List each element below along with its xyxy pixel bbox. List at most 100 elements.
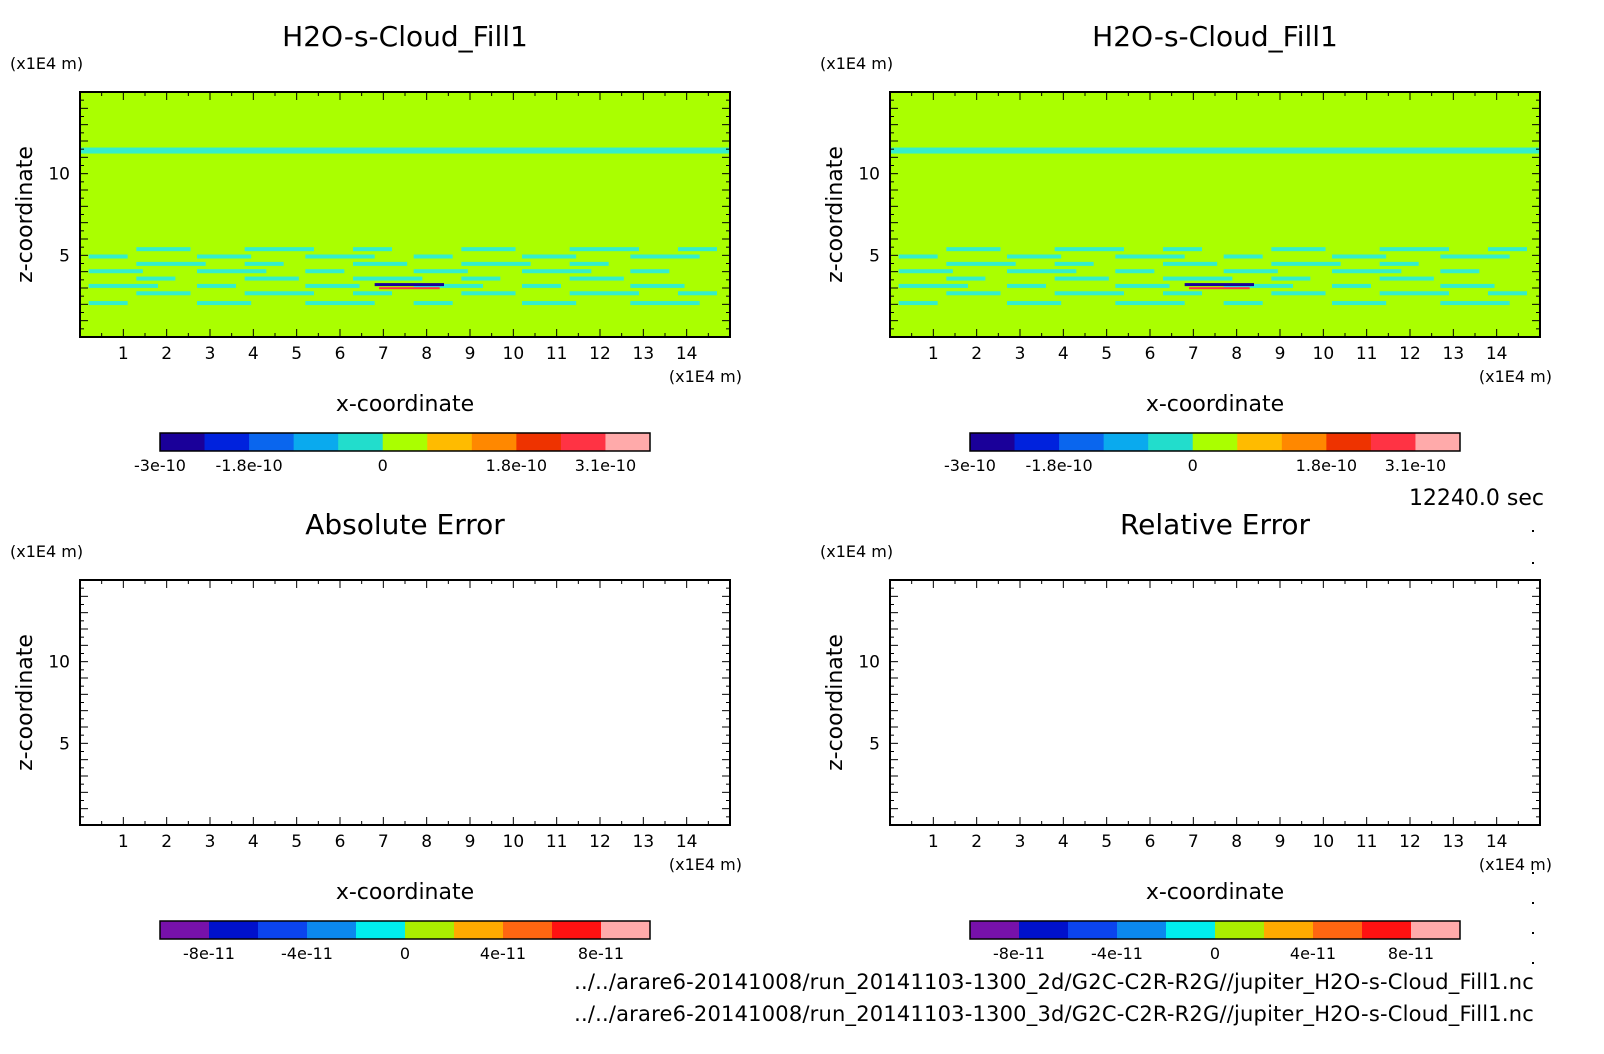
x-tick-label: 14 [676, 832, 698, 852]
plot-frame [889, 579, 1541, 826]
feature-streak [678, 291, 717, 296]
x-tick-label: 6 [1145, 344, 1156, 364]
decorative-dots [1532, 530, 1534, 964]
colorbar-cell [258, 921, 308, 939]
x-tick-label: 13 [633, 344, 655, 364]
colorbar-cell [601, 921, 651, 939]
y-unit-label: (x1E4 m) [820, 54, 893, 73]
colorbar-cell [1192, 433, 1238, 451]
feature-streak [1332, 283, 1371, 288]
colorbar-tick-label: -3e-10 [944, 456, 996, 475]
colorbar-cell [1370, 433, 1416, 451]
colorbar-tick-label: 0 [400, 944, 410, 963]
y-axis-label: z-coordinate [823, 634, 848, 771]
x-tick-label: 2 [971, 832, 982, 852]
y-tick-label: 10 [48, 165, 70, 185]
colorbar-cell [293, 433, 339, 451]
file-path-2d: ../../arare6-20141008/run_20141103-1300_… [574, 970, 1534, 994]
colorbar-tick-label: -3e-10 [134, 456, 186, 475]
colorbar-cell [471, 433, 517, 451]
x-tick-label: 13 [1443, 832, 1465, 852]
x-tick-label: 11 [1356, 344, 1378, 364]
colorbar-cell [1281, 433, 1327, 451]
feature-streak [305, 254, 375, 259]
field-background [80, 92, 730, 337]
colorbar-cell [1415, 433, 1461, 451]
field-background [890, 92, 1540, 337]
colorbar-tick-label: 8e-11 [578, 944, 624, 963]
x-tick-label: 3 [1015, 344, 1026, 364]
feature-streak [569, 261, 609, 266]
colorbar-cell [405, 921, 455, 939]
colorbar-cell [1411, 921, 1461, 939]
feature-streak [898, 269, 953, 274]
colorbar-frame [969, 432, 1461, 452]
x-tick-label: 8 [421, 832, 432, 852]
panel-3: Absolute Error(x1E4 m)1 2 3 4 5 6 7 8 9 10 11 12 13 1… [10, 508, 742, 963]
feature-streak [630, 254, 700, 259]
feature-streak [461, 291, 516, 296]
panel-title: Relative Error [1120, 508, 1311, 541]
feature-streak [244, 247, 314, 252]
feature-streak [305, 301, 375, 306]
feature-streak [1223, 301, 1263, 306]
y-axis-label: z-coordinate [13, 634, 38, 771]
feature-streak [244, 261, 284, 266]
x-tick-label: 5 [1101, 344, 1112, 364]
feature-streak [1054, 261, 1094, 266]
x-tick-label: 9 [1275, 344, 1286, 364]
feature-streak [1440, 283, 1495, 288]
feature-streak [413, 301, 453, 306]
feature-streak [522, 301, 577, 306]
colorbar-tick-label: 3.1e-10 [1385, 456, 1446, 475]
x-tick-label: 4 [1058, 344, 1069, 364]
x-tick-label: 12 [589, 344, 611, 364]
feature-streak [197, 269, 267, 274]
colorbar-tick-label: 1.8e-10 [1296, 456, 1357, 475]
colorbar-tick-label: 4e-11 [480, 944, 526, 963]
colorbar-cell [1068, 921, 1118, 939]
colorbar-tick-label: 0 [1210, 944, 1220, 963]
colorbar: -3e-10 -1.8e-10 0 1.8e-10 3.1e-10 [134, 432, 651, 475]
x-tick-label: 9 [465, 832, 476, 852]
colorbar: -8e-11 -4e-11 0 4e-11 8e-11 [969, 920, 1461, 963]
feature-streak [1271, 247, 1326, 252]
x-axis-label: x-coordinate [336, 392, 474, 417]
colorbar-tick-label: 0 [378, 456, 388, 475]
colorbar-cell [1313, 921, 1363, 939]
x-unit-label: (x1E4 m) [1479, 855, 1552, 874]
x-tick-label: 1 [928, 832, 939, 852]
panel-1: H2O-s-Cloud_Fill1(x1E4 m)1 2 3 4 5 6 7 8 9 10 11 12… [10, 20, 742, 475]
feature-streak [946, 291, 1001, 296]
anomaly-core [379, 287, 440, 290]
anomaly-core [1189, 287, 1250, 290]
feature-streak [1163, 276, 1233, 281]
x-tick-label: 12 [1399, 832, 1421, 852]
anomaly-core [374, 283, 444, 287]
colorbar-cell [209, 921, 259, 939]
panel-title: Absolute Error [305, 508, 505, 541]
panel-4: Relative Error(x1E4 m)1 2 3 4 5 6 7 8 9 10 11 12 13 1… [820, 508, 1552, 963]
colorbar-cell [356, 921, 406, 939]
feature-band [80, 147, 730, 154]
feature-streak [522, 269, 592, 274]
feature-streak [898, 254, 938, 259]
colorbar-cell [1166, 921, 1216, 939]
feature-streak [946, 261, 1016, 266]
feature-streak [569, 247, 639, 252]
x-tick-label: 10 [1313, 344, 1335, 364]
feature-streak [1271, 291, 1326, 296]
x-tick-label: 9 [1275, 832, 1286, 852]
y-axis-label: z-coordinate [823, 146, 848, 283]
x-tick-label: 3 [205, 832, 216, 852]
feature-streak [1115, 301, 1185, 306]
feature-streak [569, 291, 639, 296]
feature-streak [630, 283, 685, 288]
x-tick-label: 1 [118, 832, 129, 852]
feature-streak [1488, 291, 1527, 296]
colorbar-cell [338, 433, 384, 451]
x-tick-label: 4 [248, 832, 259, 852]
x-tick-label: 13 [1443, 344, 1465, 364]
feature-streak [413, 269, 468, 274]
